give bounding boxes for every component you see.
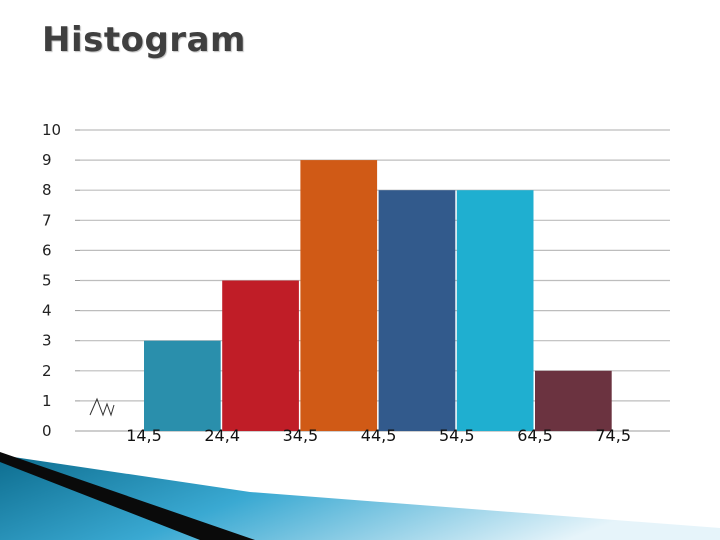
slide-decoration (0, 452, 720, 540)
axis-break-symbol (89, 397, 115, 417)
histogram-bar (456, 190, 534, 431)
y-tick-label: 0 (42, 422, 52, 440)
x-tick-label: 74,5 (595, 426, 631, 445)
x-tick-label: 64,5 (517, 426, 553, 445)
slide-title: Histogram (42, 20, 246, 60)
y-tick-label: 9 (42, 151, 52, 169)
y-tick-label: 8 (42, 181, 52, 199)
histogram-bar (300, 160, 378, 431)
x-tick-label: 44,5 (361, 426, 397, 445)
histogram-bar (222, 280, 299, 431)
histogram-bar (144, 340, 221, 431)
y-tick-label: 6 (42, 241, 52, 259)
y-tick-label: 7 (42, 211, 52, 229)
y-tick-label: 10 (42, 121, 61, 139)
histogram-bar (535, 370, 612, 431)
y-tick-label: 5 (42, 272, 52, 290)
histogram-bar (378, 190, 456, 431)
y-axis-tick-labels: 0 1 2 3 4 5 6 7 8 9 10 (42, 121, 61, 440)
x-tick-label: 34,5 (283, 426, 319, 445)
x-tick-label: 14,5 (126, 426, 162, 445)
y-tick-label: 3 (42, 332, 52, 350)
x-axis-tick-labels: 14,5 24,4 34,5 44,5 54,5 64,5 74,5 (126, 426, 631, 445)
x-tick-label: 24,4 (204, 426, 240, 445)
x-tick-label: 54,5 (439, 426, 475, 445)
y-tick-label: 1 (42, 392, 52, 410)
chart-bars (144, 160, 612, 431)
black-swoosh-shape (0, 452, 255, 540)
y-tick-label: 2 (42, 362, 52, 380)
y-tick-label: 4 (42, 302, 52, 320)
